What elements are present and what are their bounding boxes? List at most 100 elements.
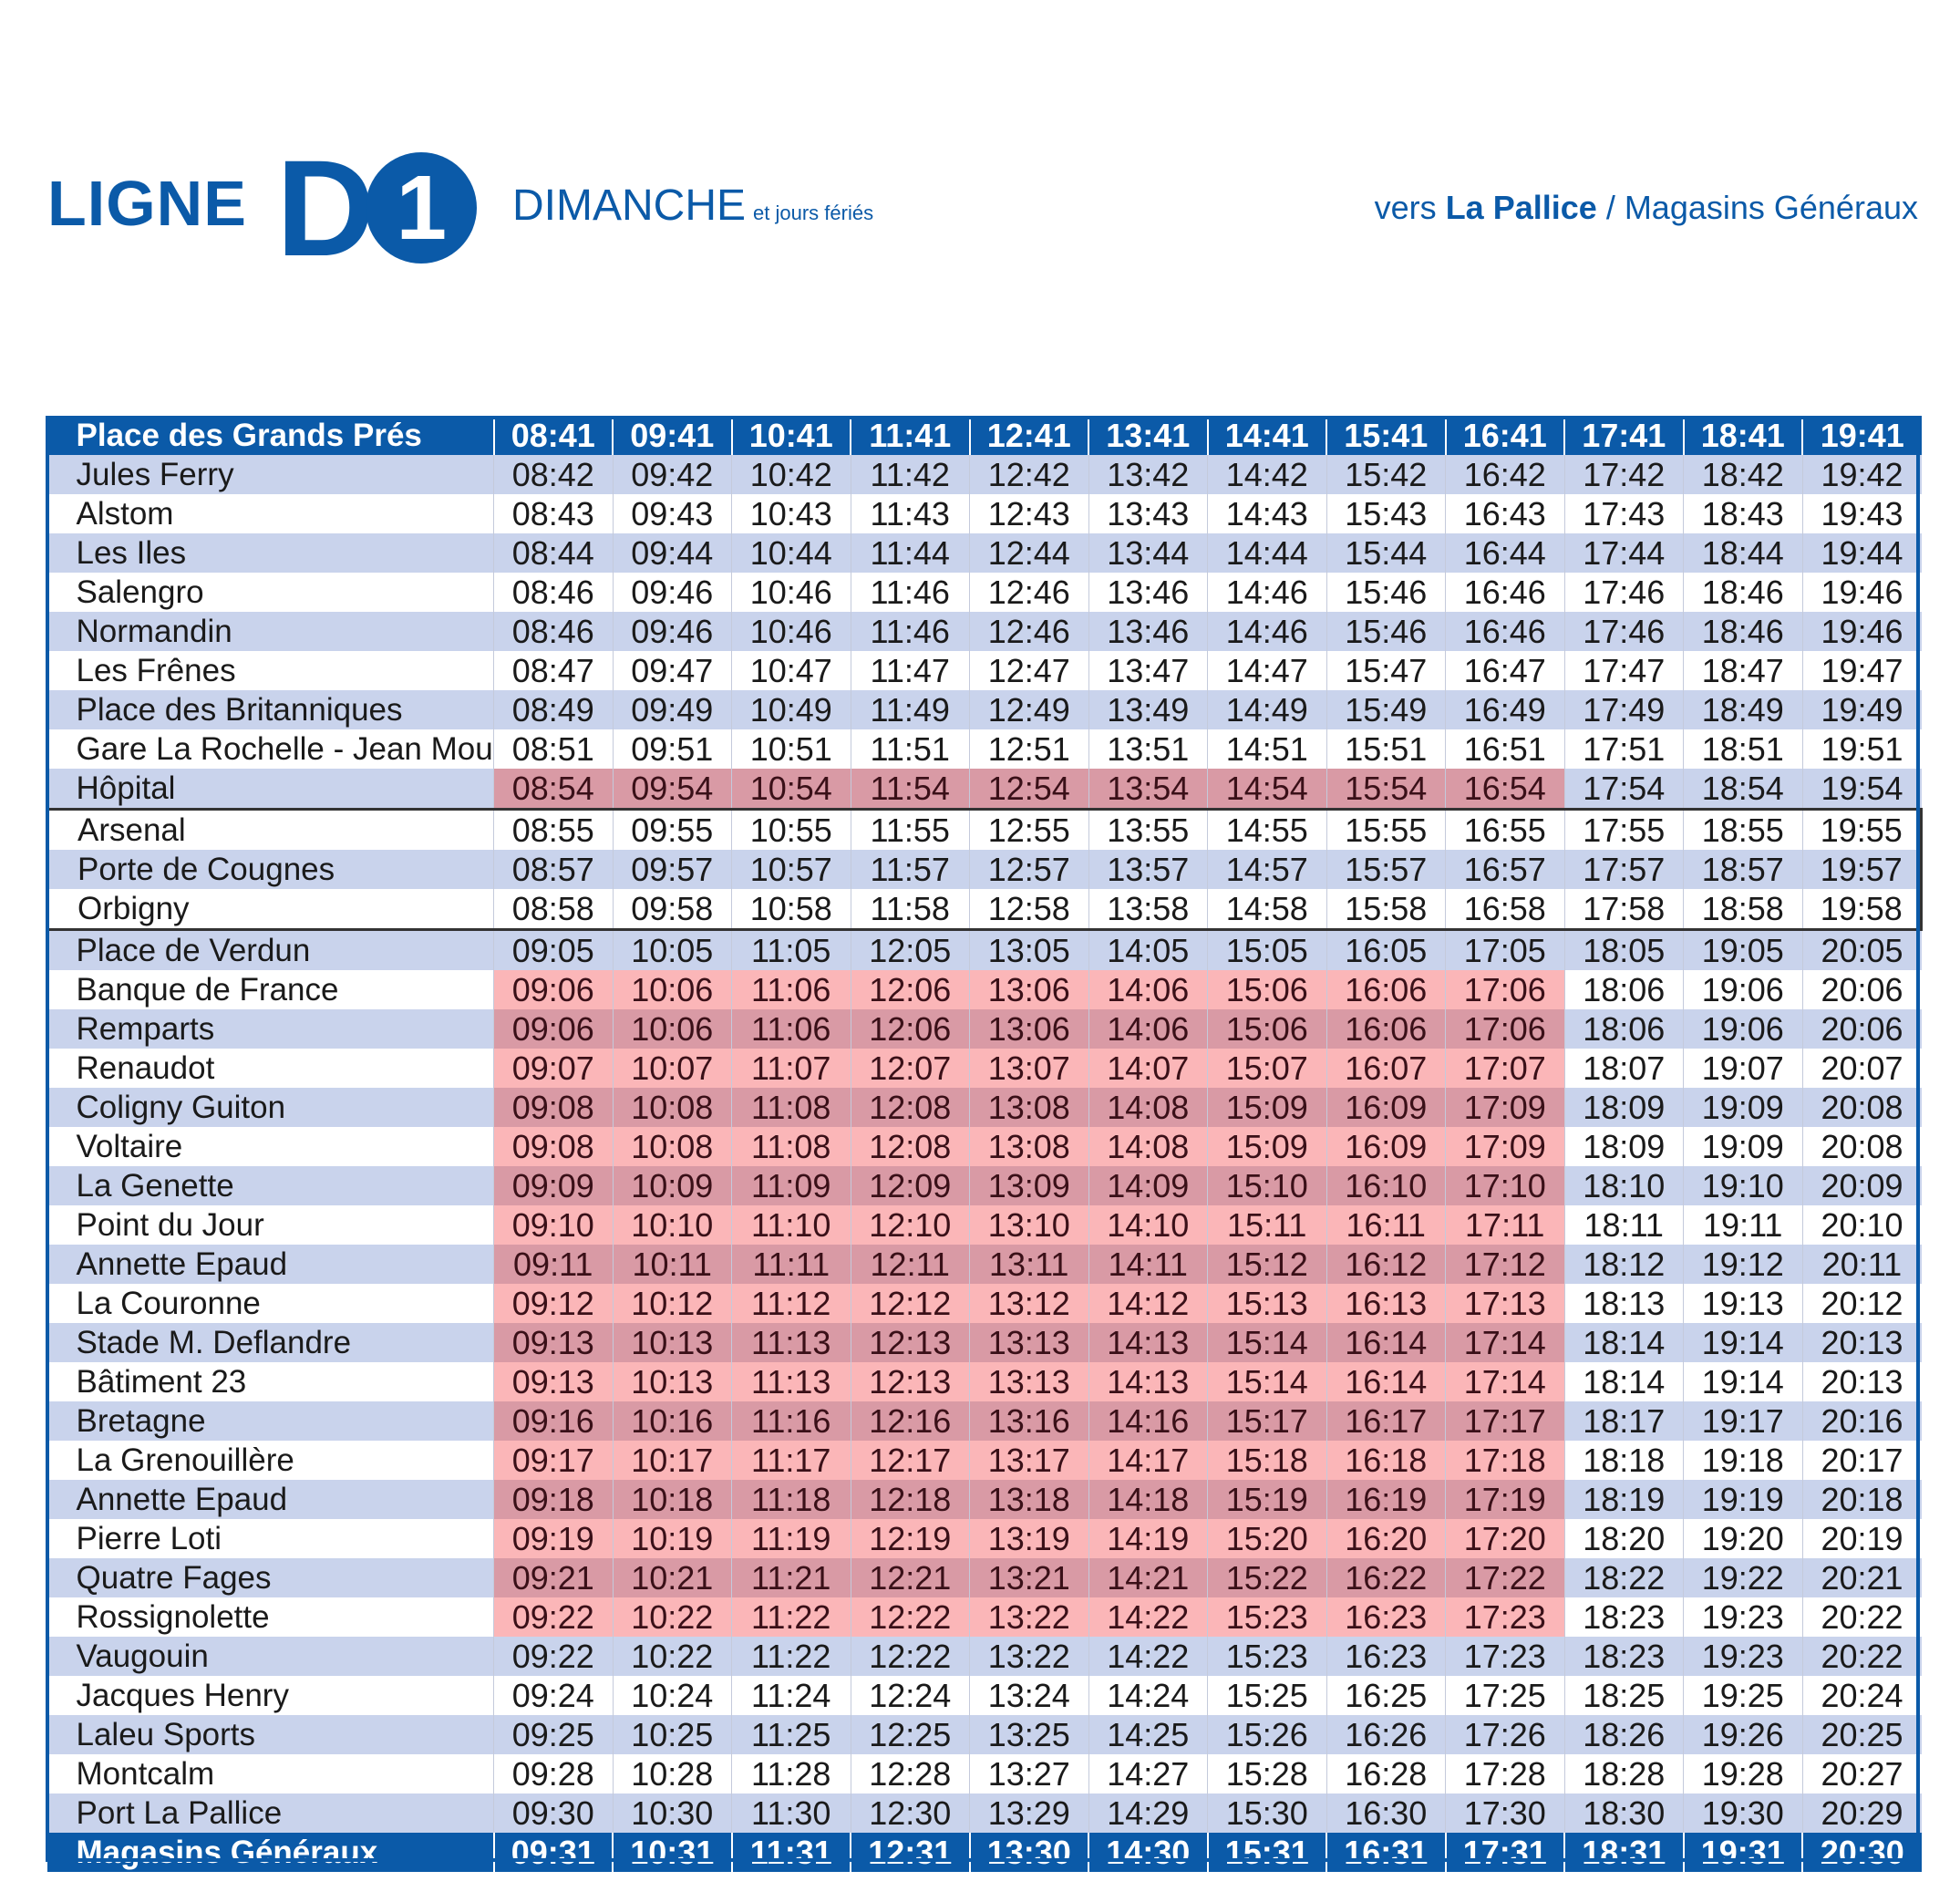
departure-time: 11:12 (731, 1284, 851, 1323)
departure-time: 18:22 (1563, 1558, 1684, 1597)
table-row: Remparts 09:06 10:06 11:06 12:06 13:06 14:06 15… (46, 1009, 1922, 1049)
departure-time: 14:08 (1088, 1088, 1208, 1127)
departure-time: 14:30 (1088, 1833, 1208, 1872)
table-row: La Genette 09:09 10:09 11:09 12:09 13:09 14:09… (46, 1166, 1922, 1205)
departure-time: 20:06 (1801, 970, 1922, 1009)
departure-time: 11:46 (850, 612, 970, 651)
departure-time: 11:05 (731, 929, 851, 970)
departure-time: 19:12 (1683, 1245, 1802, 1284)
departure-time: 12:07 (850, 1049, 970, 1088)
table-row: Port La Pallice 09:30 10:30 11:30 12:30 13:29… (46, 1793, 1922, 1833)
departure-time: 12:22 (850, 1597, 970, 1637)
departure-time: 12:46 (969, 612, 1088, 651)
departure-time: 17:20 (1445, 1519, 1564, 1558)
departure-time: 19:46 (1801, 612, 1922, 651)
stop-name: Annette Epaud (46, 1480, 494, 1519)
departure-time: 16:11 (1326, 1205, 1446, 1245)
departure-time: 18:57 (1683, 850, 1802, 889)
departure-time: 12:18 (850, 1480, 970, 1519)
departure-time: 20:29 (1801, 1793, 1922, 1833)
stop-name: Laleu Sports (46, 1715, 494, 1754)
departure-time: 20:09 (1801, 1166, 1922, 1205)
departure-time: 19:49 (1801, 690, 1922, 729)
departure-time: 16:06 (1326, 1009, 1446, 1049)
departure-time: 15:19 (1207, 1480, 1326, 1519)
departure-time: 09:46 (612, 612, 732, 651)
departure-time: 11:25 (731, 1715, 851, 1754)
departure-time: 17:14 (1445, 1323, 1564, 1362)
departure-time: 08:42 (493, 455, 613, 494)
departure-time: 10:16 (612, 1401, 732, 1441)
departure-time: 18:46 (1683, 573, 1802, 612)
stop-name: Salengro (46, 573, 494, 612)
departure-time: 20:07 (1801, 1049, 1922, 1088)
table-row: Voltaire 09:08 10:08 11:08 12:08 13:08 14:08 15… (46, 1127, 1922, 1166)
departure-time: 19:07 (1683, 1049, 1802, 1088)
departure-time: 08:41 (492, 416, 613, 455)
departure-time: 12:54 (969, 769, 1088, 810)
departure-time: 15:44 (1326, 533, 1446, 573)
departure-time: 10:19 (612, 1519, 732, 1558)
table-row: Place des Britanniques 08:49 09:49 10:49 11:… (46, 690, 1922, 729)
departure-time: 19:30 (1683, 1793, 1802, 1833)
departure-time: 12:30 (850, 1793, 970, 1833)
departure-time: 15:13 (1207, 1284, 1326, 1323)
departure-time: 15:06 (1207, 1009, 1326, 1049)
departure-time: 13:16 (969, 1401, 1088, 1441)
departure-time: 18:54 (1683, 769, 1802, 810)
departure-time: 13:46 (1088, 573, 1208, 612)
departure-time: 16:25 (1326, 1676, 1446, 1715)
departure-time: 13:21 (969, 1558, 1088, 1597)
stop-name: Port La Pallice (46, 1793, 494, 1833)
departure-time: 14:16 (1088, 1401, 1208, 1441)
departure-time: 08:49 (493, 690, 613, 729)
table-row: Orbigny 08:58 09:58 10:58 11:58 12:58 13:58 14:… (46, 889, 1923, 931)
departure-time: 13:29 (969, 1793, 1088, 1833)
departure-time: 09:44 (612, 533, 732, 573)
departure-time: 19:14 (1683, 1362, 1802, 1401)
departure-time: 19:28 (1683, 1754, 1802, 1793)
departure-time: 15:30 (1207, 1793, 1326, 1833)
departure-time: 17:12 (1445, 1245, 1564, 1284)
departure-time: 10:31 (612, 1833, 732, 1872)
departure-time: 17:58 (1563, 889, 1684, 931)
departure-time: 10:58 (731, 889, 851, 931)
departure-time: 19:22 (1683, 1558, 1802, 1597)
table-row: Hôpital 08:54 09:54 10:54 11:54 12:54 13:54 14:… (46, 769, 1922, 810)
departure-time: 10:06 (612, 1009, 732, 1049)
departure-time: 15:46 (1326, 612, 1446, 651)
departure-time: 18:26 (1563, 1715, 1684, 1754)
departure-time: 17:09 (1445, 1127, 1564, 1166)
departure-time: 11:24 (731, 1676, 851, 1715)
departure-time: 10:51 (731, 729, 851, 769)
departure-time: 10:13 (612, 1362, 732, 1401)
departure-time: 13:22 (969, 1637, 1088, 1676)
departure-time: 09:57 (612, 850, 732, 889)
departure-time: 18:28 (1563, 1754, 1684, 1793)
stop-name: Place de Verdun (46, 929, 494, 970)
departure-time: 13:30 (968, 1833, 1088, 1872)
departure-time: 16:23 (1326, 1597, 1446, 1637)
departure-time: 13:06 (969, 970, 1088, 1009)
table-row: Les Frênes 08:47 09:47 10:47 11:47 12:47 13:47… (46, 651, 1922, 690)
stop-name: Magasins Généraux (46, 1833, 494, 1872)
departure-time: 18:23 (1563, 1597, 1684, 1637)
departure-time: 14:22 (1088, 1597, 1208, 1637)
departure-time: 14:57 (1207, 850, 1326, 889)
direction: vers La Pallice / Magasins Généraux (1375, 191, 1918, 224)
departure-time: 16:19 (1326, 1480, 1446, 1519)
departure-time: 09:13 (493, 1323, 613, 1362)
departure-time: 12:16 (850, 1401, 970, 1441)
departure-time: 12:10 (850, 1205, 970, 1245)
departure-time: 15:22 (1207, 1558, 1326, 1597)
departure-time: 08:55 (493, 808, 613, 850)
departure-time: 13:08 (969, 1127, 1088, 1166)
departure-time: 12:41 (968, 416, 1088, 455)
departure-time: 16:46 (1445, 573, 1564, 612)
table-row: Place des Grands Prés 08:41 09:41 10:41 11:4… (46, 416, 1922, 455)
departure-time: 15:10 (1207, 1166, 1326, 1205)
departure-time: 13:49 (1088, 690, 1208, 729)
departure-time: 19:20 (1683, 1519, 1802, 1558)
service-day-label: DIMANCHE (512, 181, 747, 230)
departure-time: 09:30 (493, 1793, 613, 1833)
